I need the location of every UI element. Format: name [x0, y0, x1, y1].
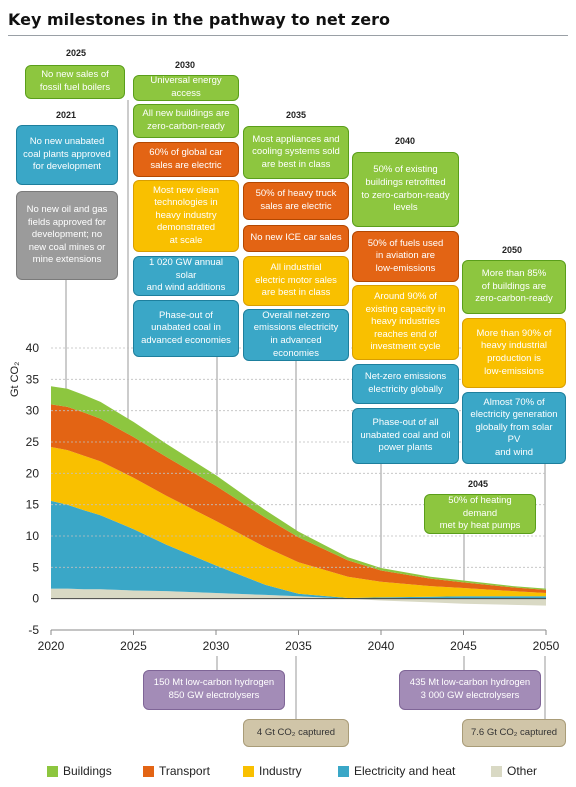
- legend-item-transport: Transport: [143, 764, 210, 778]
- y-tick-label-0: 0: [32, 592, 39, 606]
- milestone-2035-appliances: Most appliances and cooling systems sold…: [243, 126, 349, 179]
- x-tick-label-2050: 2050: [533, 639, 560, 653]
- milestone-2035-electricity: Overall net-zero emissions electricity i…: [243, 309, 349, 361]
- legend-item-industry: Industry: [243, 764, 302, 778]
- milestone-2035-ice-sales: No new ICE car sales: [243, 225, 349, 252]
- year-label-2050: 2050: [502, 245, 522, 255]
- legend-label: Other: [507, 764, 538, 778]
- x-tick-label-2020: 2020: [38, 639, 65, 653]
- hydrogen-2045: 435 Mt low-carbon hydrogen 3 000 GW elec…: [399, 670, 541, 710]
- milestone-2050-buildings: More than 85% of buildings are zero-carb…: [462, 260, 566, 314]
- y-tick-label--5: -5: [28, 623, 39, 637]
- y-tick-label-10: 10: [26, 529, 40, 543]
- co2-captured-2035: 4 Gt CO₂ captured: [243, 719, 349, 747]
- milestone-2021-coal-plants: No new unabated coal plants approved for…: [16, 125, 118, 185]
- milestone-2040-aviation-fuels: 50% of fuels used in aviation are low-em…: [352, 231, 459, 282]
- milestone-2035-truck-sales: 50% of heavy truck sales are electric: [243, 182, 349, 220]
- milestone-2030-heavy-industry: Most new clean technologies in heavy ind…: [133, 180, 239, 252]
- milestone-2030-car-sales: 60% of global car sales are electric: [133, 142, 239, 177]
- area-industry: [51, 447, 546, 598]
- legend-label: Electricity and heat: [354, 764, 456, 778]
- y-tick-label-5: 5: [32, 560, 39, 574]
- year-label-2030: 2030: [175, 60, 195, 70]
- year-label-2045: 2045: [468, 479, 488, 489]
- hydrogen-2030: 150 Mt low-carbon hydrogen 850 GW electr…: [143, 670, 285, 710]
- legend-item-electricity-and-heat: Electricity and heat: [338, 764, 455, 778]
- co2-captured-2050: 7.6 Gt CO₂ captured: [462, 719, 566, 747]
- legend: Buildings Transport Industry Electricity an…: [0, 760, 576, 784]
- title-divider: [8, 35, 568, 36]
- y-tick-label-35: 35: [26, 372, 40, 386]
- milestone-2030-coal-phaseout: Phase-out of unabated coal in advanced e…: [133, 300, 239, 357]
- milestone-2050-solar-wind-share: Almost 70% of electricity generation glo…: [462, 392, 566, 464]
- x-tick-label-2040: 2040: [368, 639, 395, 653]
- x-tick-label-2030: 2030: [203, 639, 230, 653]
- y-tick-label-30: 30: [26, 404, 40, 418]
- area-electricity-and-heat: [51, 500, 546, 599]
- milestone-2030-energy-access: Universal energy access: [133, 75, 239, 101]
- legend-swatch: [47, 765, 58, 777]
- y-tick-label-15: 15: [26, 498, 40, 512]
- y-tick-label-20: 20: [26, 466, 40, 480]
- milestone-2030-solar-wind: 1 020 GW annual solar and wind additions: [133, 256, 239, 296]
- year-label-2021: 2021: [56, 110, 76, 120]
- area-other: [51, 588, 546, 606]
- milestone-2035-electric-motors: All industrial electric motor sales are …: [243, 256, 349, 306]
- y-tick-label-40: 40: [26, 341, 40, 355]
- legend-swatch: [491, 765, 502, 777]
- milestone-2030-buildings: All new buildings are zero-carbon-ready: [133, 104, 239, 138]
- legend-label: Buildings: [63, 764, 112, 778]
- legend-item-other: Other: [491, 764, 537, 778]
- milestone-2040-retrofits: 50% of existing buildings retrofitted to…: [352, 152, 459, 227]
- year-label-2025: 2025: [66, 48, 86, 58]
- milestone-2050-industrial-production: More than 90% of heavy industrial produc…: [462, 318, 566, 388]
- milestone-2021-oil-gas-fields: No new oil and gas fields approved for d…: [16, 191, 118, 280]
- milestone-connectors: [65, 100, 546, 719]
- milestone-2040-coal-oil-phaseout: Phase-out of all unabated coal and oil p…: [352, 408, 459, 464]
- x-tick-label-2025: 2025: [120, 639, 147, 653]
- milestone-2045-heat-pumps: 50% of heating demand met by heat pumps: [424, 494, 536, 534]
- milestone-2025-boilers: No new sales of fossil fuel boilers: [25, 65, 125, 99]
- milestone-2040-heavy-industry-capacity: Around 90% of existing capacity in heavy…: [352, 285, 459, 360]
- y-axis-label: Gt CO₂: [9, 362, 21, 397]
- x-tick-label-2045: 2045: [450, 639, 477, 653]
- milestone-2040-netzero-electricity: Net-zero emissions electricity globally: [352, 364, 459, 404]
- legend-swatch: [243, 765, 254, 777]
- legend-label: Industry: [259, 764, 302, 778]
- legend-label: Transport: [159, 764, 210, 778]
- year-label-2035: 2035: [286, 110, 306, 120]
- area-transport: [51, 404, 546, 593]
- legend-swatch: [143, 765, 154, 777]
- area-buildings: [51, 386, 546, 590]
- year-label-2040: 2040: [395, 136, 415, 146]
- legend-item-buildings: Buildings: [47, 764, 112, 778]
- chart-title: Key milestones in the pathway to net zer…: [8, 10, 390, 29]
- y-tick-label-25: 25: [26, 435, 40, 449]
- x-tick-label-2035: 2035: [285, 639, 312, 653]
- legend-swatch: [338, 765, 349, 777]
- stacked-areas: [51, 386, 546, 606]
